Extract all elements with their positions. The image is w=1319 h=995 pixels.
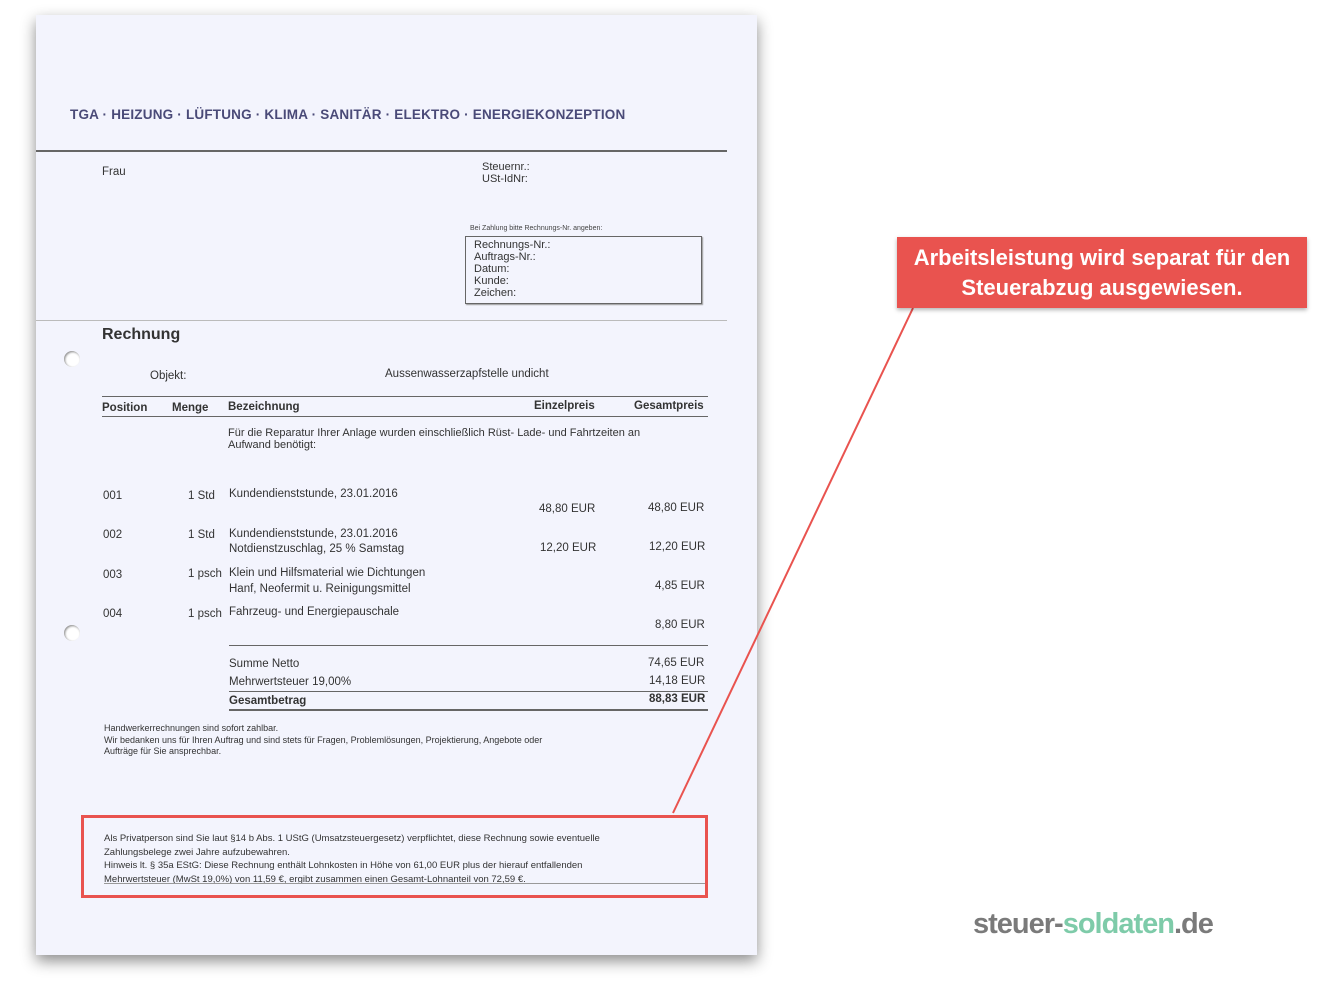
table-header-line (102, 416, 708, 417)
row-total: 48,80 EUR (648, 502, 705, 514)
punch-hole (64, 351, 80, 367)
row-quantity: 1 Std (188, 490, 215, 502)
order-number-label: Auftrags-Nr.: (474, 251, 536, 263)
grand-total-value: 88,83 EUR (649, 693, 706, 705)
row-description: Kundendienststunde, 23.01.2016 (229, 528, 398, 540)
tax-notice: Als Privatperson sind Sie laut §14 b Abs… (104, 832, 600, 886)
row-quantity: 1 Std (188, 529, 215, 541)
row-position: 004 (103, 608, 123, 620)
total-line (229, 691, 708, 692)
company-services-header: TGA · HEIZUNG · LÜFTUNG · KLIMA · SANITÄ… (70, 107, 626, 122)
notice-line: Als Privatperson sind Sie laut §14 b Abs… (104, 833, 600, 844)
footer-text: Handwerkerrechnungen sind sofort zahlbar… (104, 723, 542, 758)
row-quantity: 1 psch (188, 608, 222, 620)
fold-line (36, 320, 727, 321)
row-description: Kundendienststunde, 23.01.2016 (229, 488, 398, 500)
logo-part: steuer- (973, 908, 1064, 940)
invoice-page: TGA · HEIZUNG · LÜFTUNG · KLIMA · SANITÄ… (36, 15, 757, 955)
punch-hole (64, 625, 80, 641)
net-sum-label: Summe Netto (229, 658, 300, 670)
highlight-box (81, 815, 708, 898)
logo-part: soldaten (1062, 908, 1175, 940)
logo-part: .de (1173, 908, 1214, 940)
grand-total-label: Gesamtbetrag (229, 695, 307, 707)
intro-text: Für die Reparatur Ihrer Anlage wurden ei… (228, 427, 640, 451)
row-description: Klein und Hilfsmaterial wie Dichtungen (229, 567, 426, 579)
row-description: Fahrzeug- und Energiepauschale (229, 606, 400, 618)
connector-line (672, 307, 914, 814)
row-total: 4,85 EUR (655, 580, 705, 592)
row-description: Notdienstzuschlag, 25 % Samstag (229, 543, 405, 555)
column-quantity: Menge (172, 402, 209, 414)
row-quantity: 1 psch (188, 568, 222, 580)
intro-line: Aufwand benötigt: (228, 439, 317, 451)
site-logo: steuer-soldaten.de (973, 908, 1214, 941)
notice-line: Zahlungsbelege zwei Jahre aufzubewahren. (104, 846, 290, 858)
vat-id-label: USt-IdNr: (482, 173, 528, 185)
row-unit-price: 12,20 EUR (540, 542, 597, 554)
vat-value: 14,18 EUR (649, 675, 706, 687)
date-label: Datum: (474, 263, 510, 275)
vat-label: Mehrwertsteuer 19,00% (229, 676, 352, 688)
footer-line: Handwerkerrechnungen sind sofort zahlbar… (104, 723, 279, 733)
reference-label: Zeichen: (474, 287, 517, 299)
invoice-number-label: Rechnungs-Nr.: (474, 239, 551, 251)
table-top-line (102, 396, 708, 397)
header-divider (36, 150, 727, 152)
customer-label: Kunde: (474, 275, 509, 287)
column-unit-price: Einzelpreis (534, 400, 595, 412)
row-total: 12,20 EUR (649, 541, 706, 553)
callout-label: Arbeitsleistung wird separat für den Ste… (897, 237, 1307, 308)
row-position: 002 (103, 529, 123, 541)
totals-divider (229, 645, 708, 646)
notice-line: Hinweis lt. § 35a EStG: Diese Rechnung e… (104, 860, 583, 871)
row-total: 8,80 EUR (655, 619, 705, 631)
column-position: Position (102, 402, 148, 414)
notice-underline (104, 883, 708, 884)
object-label: Objekt: (150, 370, 187, 382)
column-total-price: Gesamtpreis (634, 400, 704, 412)
row-position: 003 (103, 569, 123, 581)
footer-line: Wir bedanken uns für Ihren Auftrag und s… (104, 734, 543, 745)
net-sum-value: 74,65 EUR (648, 657, 705, 669)
row-description: Hanf, Neofermit u. Reinigungsmittel (229, 583, 411, 595)
reference-box: Rechnungs-Nr.: Auftrags-Nr.: Datum: Kund… (465, 236, 702, 304)
tax-labels: Steuernr.: USt-IdNr: (482, 161, 530, 185)
column-description: Bezeichnung (228, 401, 300, 413)
notice-line: Mehrwertsteuer (MwSt 19,0%) von 11,59 €,… (104, 873, 526, 885)
total-underline (229, 709, 708, 711)
intro-line: Für die Reparatur Ihrer Anlage wurden ei… (228, 427, 641, 439)
object-value: Aussenwasserzapfstelle undicht (385, 368, 549, 380)
row-position: 001 (103, 490, 123, 502)
invoice-title: Rechnung (102, 326, 181, 343)
payment-note: Bei Zahlung bitte Rechnungs-Nr. angeben: (470, 225, 603, 232)
tax-number-label: Steuernr.: (482, 161, 530, 173)
salutation: Frau (102, 166, 126, 178)
row-unit-price: 48,80 EUR (539, 503, 596, 515)
footer-line: Aufträge für Sie ansprechbar. (104, 746, 222, 756)
